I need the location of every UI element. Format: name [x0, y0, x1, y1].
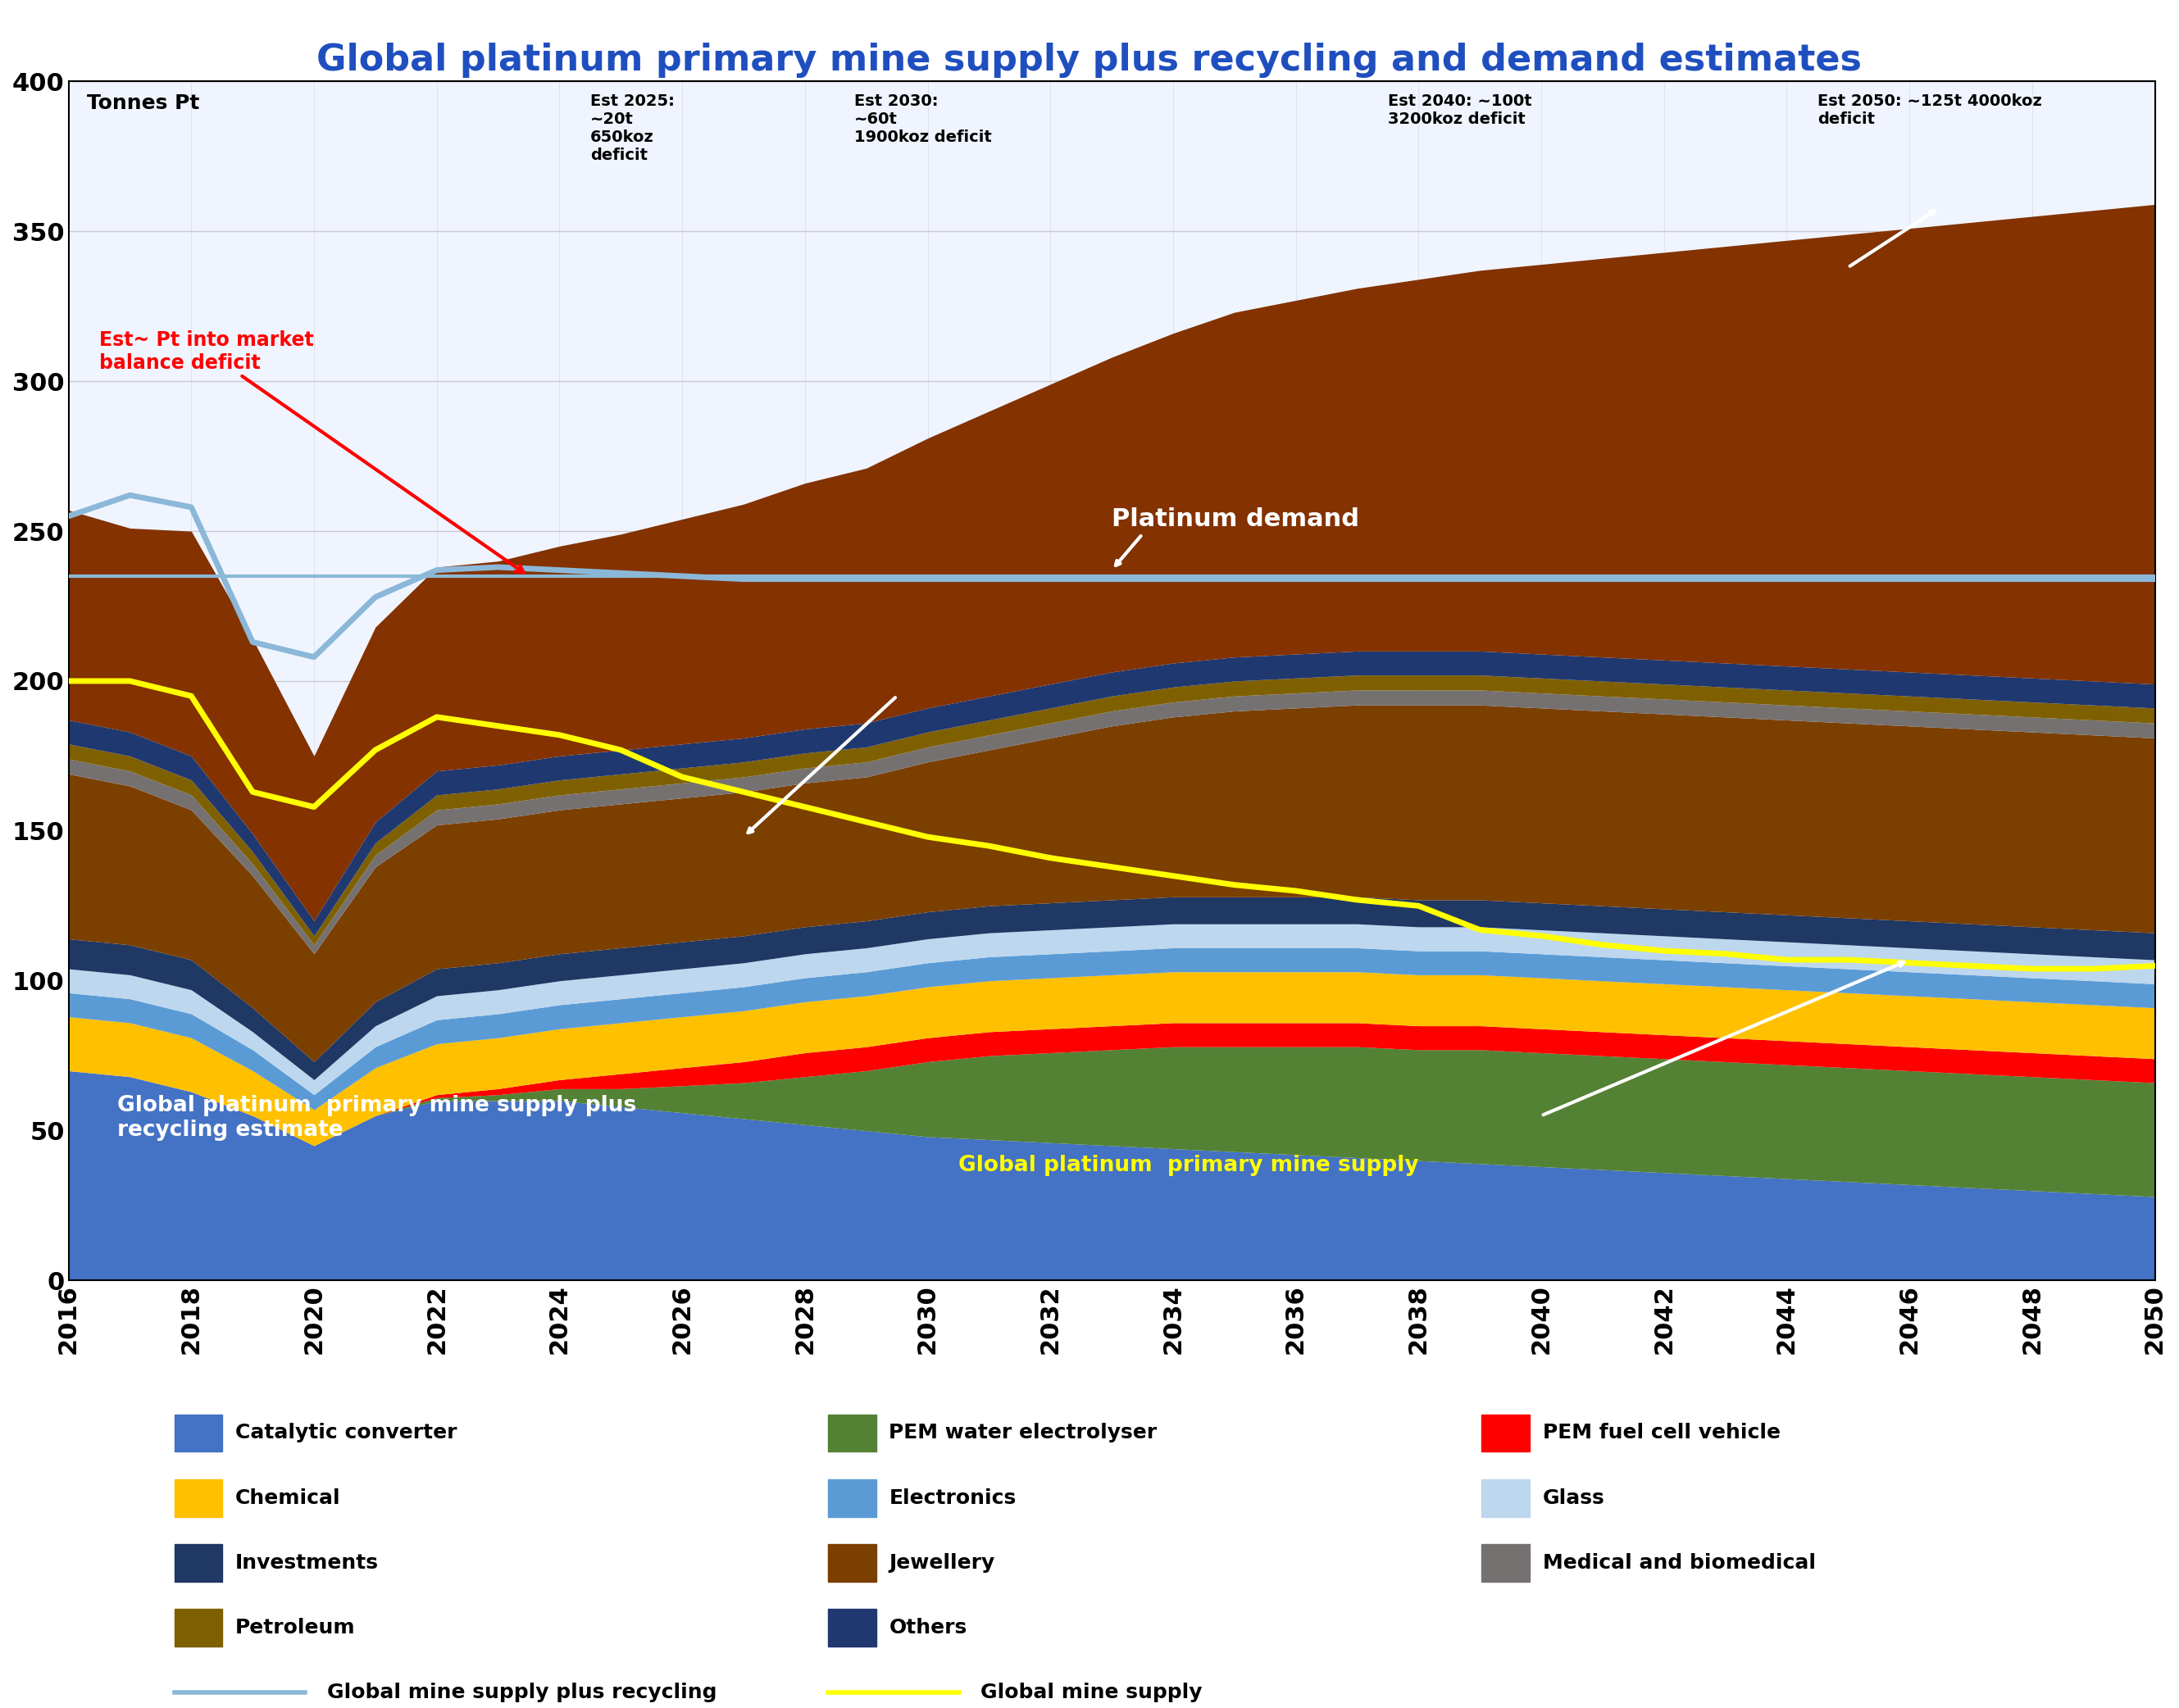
Text: Est~ Pt into market
balance deficit: Est~ Pt into market balance deficit: [100, 330, 523, 572]
Text: Platinum demand: Platinum demand: [1111, 507, 1360, 531]
Text: Global platinum  primary mine supply plus
recycling estimate: Global platinum primary mine supply plus…: [118, 1095, 636, 1141]
Text: PEM fuel cell vehicle: PEM fuel cell vehicle: [1543, 1423, 1780, 1443]
Text: Global platinum primary mine supply plus recycling and demand estimates: Global platinum primary mine supply plus…: [316, 43, 1863, 79]
Text: Est 2050: ~125t 4000koz
deficit: Est 2050: ~125t 4000koz deficit: [1817, 94, 2042, 126]
Text: Glass: Glass: [1543, 1488, 1604, 1508]
Text: Est 2040: ~100t
3200koz deficit: Est 2040: ~100t 3200koz deficit: [1388, 94, 1532, 126]
Text: Est 2025:
~20t
650koz
deficit: Est 2025: ~20t 650koz deficit: [591, 94, 675, 164]
Text: Petroleum: Petroleum: [235, 1617, 355, 1638]
Text: Tonnes Pt: Tonnes Pt: [87, 94, 200, 113]
Text: Medical and biomedical: Medical and biomedical: [1543, 1553, 1815, 1573]
Text: Global mine supply: Global mine supply: [981, 1682, 1203, 1703]
Text: Investments: Investments: [235, 1553, 379, 1573]
Text: Chemical: Chemical: [235, 1488, 340, 1508]
Text: Est 2030:
~60t
1900koz deficit: Est 2030: ~60t 1900koz deficit: [854, 94, 991, 145]
Text: Catalytic converter: Catalytic converter: [235, 1423, 458, 1443]
Text: Global platinum  primary mine supply: Global platinum primary mine supply: [959, 1155, 1419, 1177]
Text: PEM water electrolyser: PEM water electrolyser: [889, 1423, 1157, 1443]
Text: Electronics: Electronics: [889, 1488, 1015, 1508]
Text: Others: Others: [889, 1617, 967, 1638]
Text: Jewellery: Jewellery: [889, 1553, 996, 1573]
Text: Global mine supply plus recycling: Global mine supply plus recycling: [327, 1682, 717, 1703]
